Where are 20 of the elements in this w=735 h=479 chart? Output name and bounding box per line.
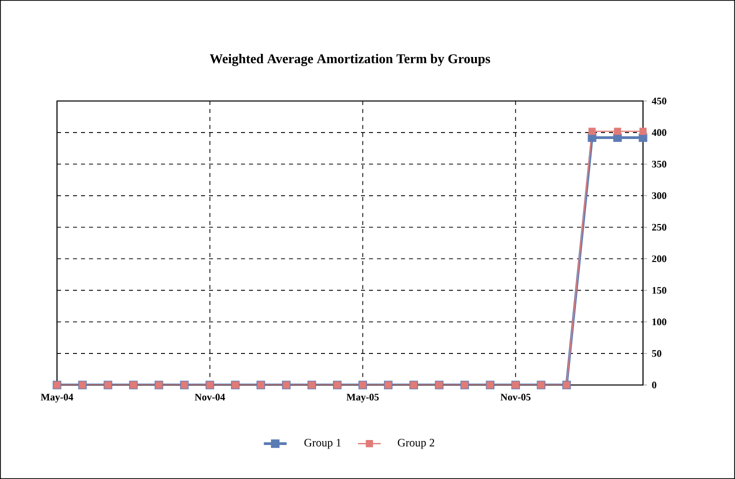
x-tick-label: Nov-04 — [194, 394, 225, 400]
y-tick-label: 150 — [652, 286, 666, 294]
y-tick-label: 350 — [652, 160, 666, 168]
point — [588, 128, 596, 135]
legend-label: Group 2 — [398, 438, 434, 449]
y-tick-label: 50 — [652, 350, 662, 357]
x-tick-label: Nov-05 — [500, 394, 531, 400]
y-tick-label: 250 — [652, 224, 666, 231]
x-tick-label: May-04 — [40, 394, 74, 403]
y-tick-label: 300 — [652, 192, 666, 200]
chart-title: Weighted Average Amortization Term by Groups — [210, 54, 490, 66]
y-tick-label: 200 — [652, 255, 666, 262]
point — [614, 128, 622, 135]
legend-label: Group 1 — [304, 438, 341, 449]
y-tick-label: 450 — [652, 98, 666, 104]
y-tick-label: 400 — [652, 129, 666, 136]
point — [639, 128, 647, 135]
x-tick-label: May-05 — [346, 394, 379, 403]
y-tick-label: 0 — [652, 382, 656, 388]
y-tick-label: 100 — [652, 318, 666, 326]
